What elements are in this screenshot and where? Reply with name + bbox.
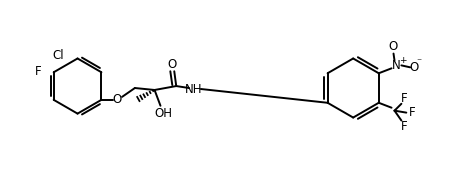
Text: F: F [401,92,407,105]
Text: F: F [35,65,42,78]
Text: NH: NH [185,82,203,96]
Text: O: O [409,61,419,74]
Text: +: + [398,56,406,65]
Text: Cl: Cl [52,49,64,62]
Text: O: O [112,93,122,106]
Text: O: O [388,40,397,53]
Text: O: O [168,58,177,71]
Text: F: F [409,106,416,119]
Text: ⁻: ⁻ [416,57,422,67]
Text: OH: OH [154,107,172,120]
Text: N: N [392,59,401,72]
Text: F: F [401,120,407,133]
